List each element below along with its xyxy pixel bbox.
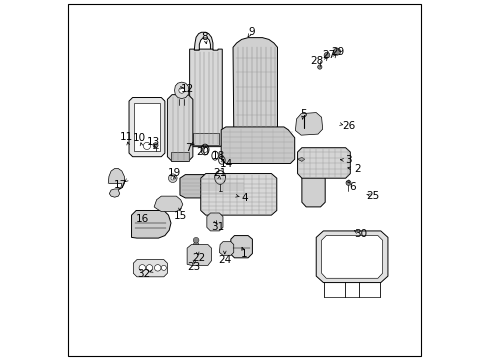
Circle shape: [333, 48, 340, 55]
Polygon shape: [129, 98, 164, 157]
Polygon shape: [192, 134, 219, 145]
Polygon shape: [131, 211, 171, 238]
Circle shape: [346, 180, 350, 185]
Circle shape: [146, 265, 152, 271]
Circle shape: [324, 52, 329, 58]
Polygon shape: [180, 175, 244, 198]
Text: 22: 22: [192, 253, 205, 263]
Polygon shape: [221, 127, 294, 163]
Text: 6: 6: [348, 182, 355, 192]
Text: 9: 9: [248, 27, 254, 37]
Polygon shape: [193, 242, 198, 253]
Polygon shape: [316, 231, 387, 283]
Text: 19: 19: [167, 168, 181, 178]
Polygon shape: [108, 168, 124, 197]
Text: 27: 27: [322, 50, 335, 60]
Text: 17: 17: [114, 180, 127, 190]
Text: 20: 20: [196, 147, 209, 157]
Polygon shape: [230, 235, 252, 258]
Polygon shape: [171, 152, 188, 161]
Text: 13: 13: [146, 138, 160, 147]
Text: 26: 26: [341, 121, 354, 131]
Text: 29: 29: [330, 47, 344, 57]
Polygon shape: [219, 242, 233, 255]
Circle shape: [153, 143, 158, 148]
Text: 7: 7: [185, 143, 192, 153]
Text: 1: 1: [241, 248, 247, 258]
Polygon shape: [133, 260, 167, 277]
Text: 11: 11: [120, 132, 133, 142]
Text: 32: 32: [137, 269, 150, 279]
Text: 21: 21: [213, 168, 226, 178]
Polygon shape: [233, 38, 277, 131]
Polygon shape: [174, 82, 188, 99]
Text: 8: 8: [202, 32, 208, 41]
Polygon shape: [206, 213, 223, 231]
Circle shape: [143, 142, 150, 149]
Text: 28: 28: [310, 56, 323, 66]
Text: 25: 25: [366, 191, 379, 201]
Circle shape: [168, 174, 177, 183]
Polygon shape: [167, 95, 192, 161]
Text: 31: 31: [210, 222, 224, 232]
Circle shape: [139, 265, 145, 271]
Circle shape: [300, 127, 306, 133]
Text: 3: 3: [345, 155, 351, 165]
Text: 12: 12: [180, 84, 193, 94]
Text: 15: 15: [173, 211, 186, 221]
Circle shape: [171, 176, 174, 180]
Polygon shape: [154, 196, 183, 212]
Text: 24: 24: [218, 255, 231, 265]
Polygon shape: [297, 157, 304, 161]
Text: 30: 30: [353, 229, 366, 239]
Text: 5: 5: [300, 109, 306, 119]
Circle shape: [154, 265, 161, 271]
Text: 18: 18: [212, 151, 225, 161]
Text: 10: 10: [133, 133, 146, 143]
Circle shape: [317, 65, 321, 69]
Polygon shape: [187, 244, 211, 265]
Polygon shape: [134, 103, 159, 151]
Text: 4: 4: [241, 193, 247, 203]
Polygon shape: [201, 174, 276, 215]
Polygon shape: [301, 174, 325, 207]
Text: 23: 23: [186, 262, 200, 272]
Text: 16: 16: [135, 215, 149, 224]
Polygon shape: [189, 49, 222, 147]
Circle shape: [193, 237, 199, 243]
Polygon shape: [321, 235, 382, 278]
Polygon shape: [194, 32, 212, 50]
Circle shape: [161, 265, 166, 270]
Text: 14: 14: [220, 159, 233, 169]
Text: 2: 2: [353, 164, 360, 174]
Circle shape: [179, 87, 184, 93]
Polygon shape: [297, 148, 349, 178]
Circle shape: [202, 147, 207, 152]
Polygon shape: [295, 113, 322, 135]
